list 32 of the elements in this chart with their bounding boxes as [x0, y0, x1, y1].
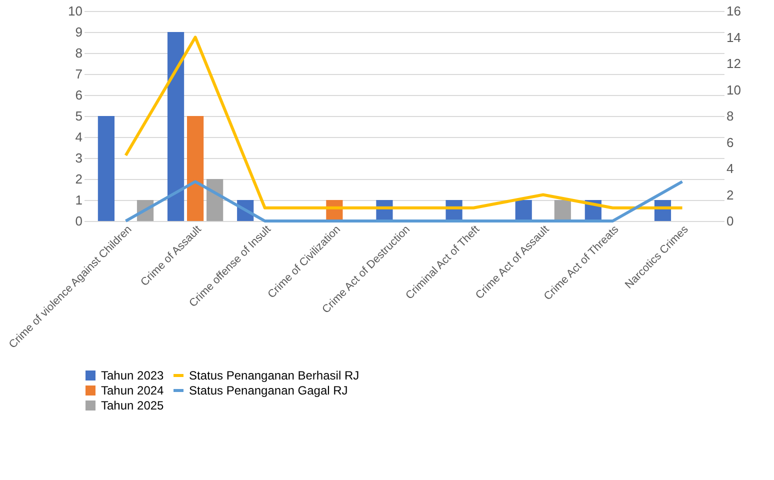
y-tick-label: 7 [75, 66, 82, 82]
y-tick-label: 0 [75, 214, 82, 228]
y2-tick-label: 14 [726, 30, 741, 45]
bar [98, 116, 115, 221]
line-series [124, 36, 684, 210]
y2-tick-label: 12 [726, 56, 741, 71]
legend-label: Status Penanganan Gagal RJ [189, 384, 348, 398]
y2-tick-label: 4 [726, 161, 734, 176]
y-tick-label: 4 [75, 130, 82, 144]
legend-label: Status Penanganan Berhasil RJ [189, 368, 360, 382]
bar [554, 200, 571, 221]
y-tick-label: 2 [75, 172, 82, 186]
y2-tick-label: 16 [726, 4, 741, 18]
y-tick-label: 6 [75, 88, 82, 102]
y-tick-label: 10 [68, 4, 82, 18]
bar [167, 32, 184, 221]
bar [515, 200, 532, 221]
legend-label: Tahun 2024 [101, 384, 164, 398]
y-tick-label: 8 [75, 46, 82, 60]
y2-tick-label: 0 [726, 214, 734, 228]
legend-label: Tahun 2025 [101, 398, 164, 412]
y-tick-label: 3 [75, 150, 82, 166]
y2-tick-label: 10 [726, 82, 741, 98]
legend-label: Tahun 2023 [101, 368, 164, 382]
bar [206, 179, 224, 221]
y2-tick-label: 6 [726, 134, 734, 150]
y2-tick-label: 2 [726, 187, 734, 202]
y-tick-label: 5 [75, 108, 82, 124]
y-tick-label: 1 [75, 192, 82, 208]
y2-tick-label: 8 [726, 108, 734, 124]
y-tick-label: 9 [75, 24, 82, 40]
bar [187, 116, 204, 221]
